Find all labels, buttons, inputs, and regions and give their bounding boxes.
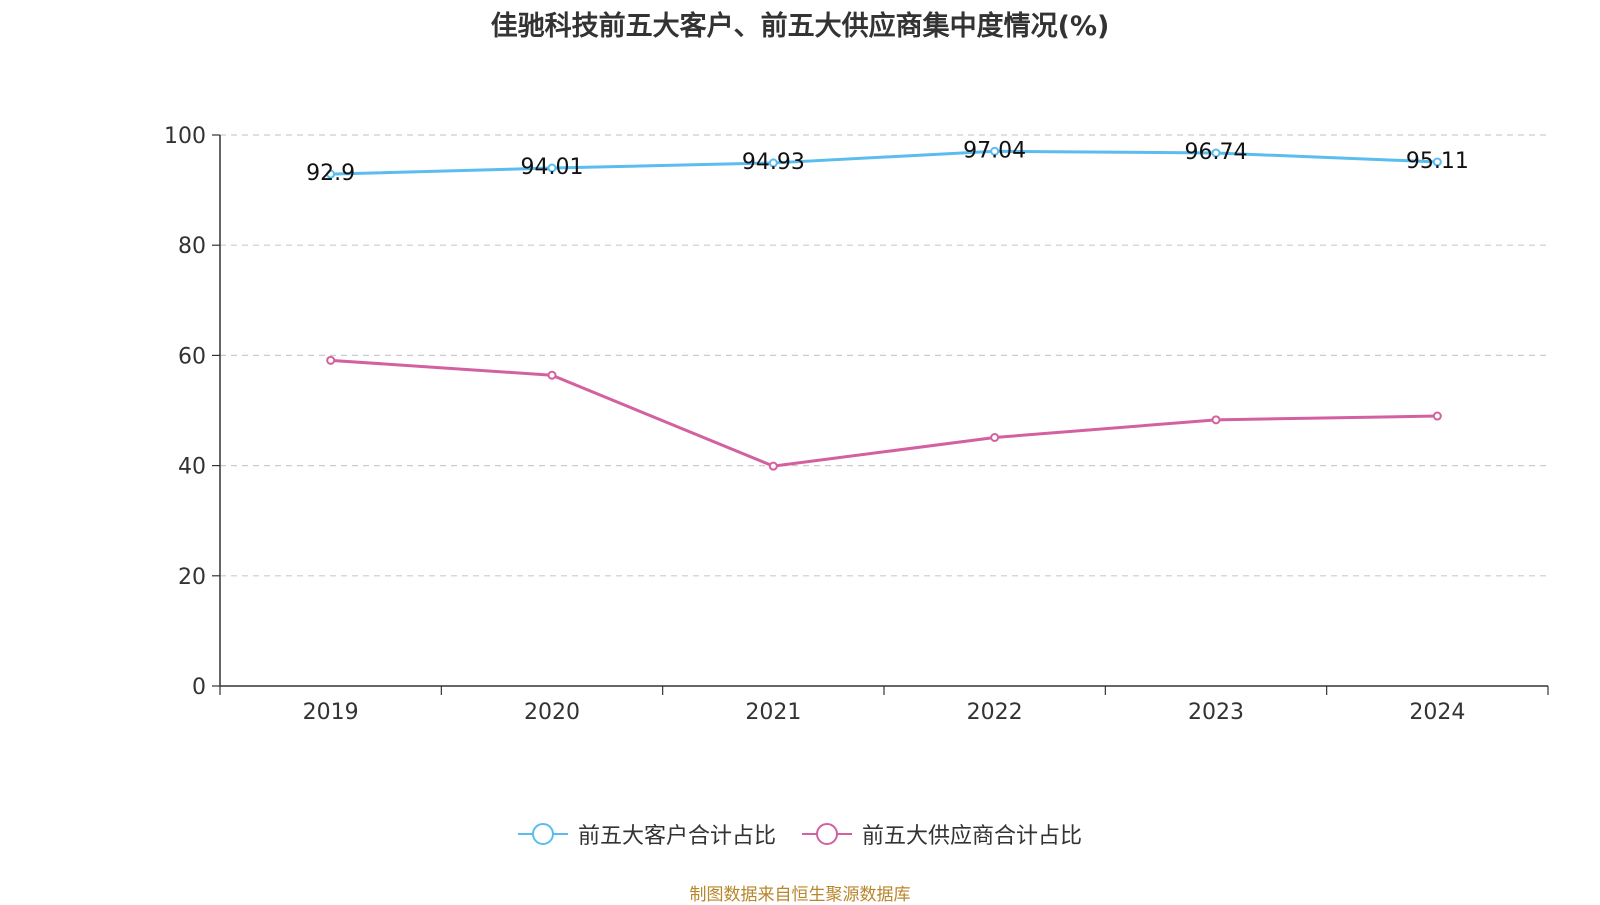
y-tick-label-80: 80 — [178, 234, 206, 259]
gridlines — [220, 134, 1548, 577]
x-tick-label-2022: 2022 — [967, 700, 1023, 725]
axes: 0 20 40 60 80 100 2019 2020 2021 2022 2023 2024 — [164, 124, 1549, 725]
data-label-0-2023: 96.74 — [1185, 140, 1248, 165]
data-label-0-2019: 92.9 — [306, 161, 355, 186]
point-0-2022 — [990, 146, 1000, 156]
source-note: 制图数据来自恒生聚源数据库 — [689, 885, 911, 905]
data-label-0-2024: 95.11 — [1406, 149, 1469, 174]
point-0-2020 — [547, 163, 557, 173]
legend-item-customers[interactable]: 前五大客户合计占比 — [517, 818, 776, 850]
x-tick-label-2023: 2023 — [1188, 700, 1244, 725]
y-tick-label-0: 0 — [192, 675, 206, 700]
y-tick-label-20: 20 — [178, 565, 206, 590]
x-tick-label-2021: 2021 — [745, 700, 801, 725]
point-1-2024 — [1432, 411, 1442, 421]
point-1-2021 — [768, 461, 778, 471]
data-label-0-2022: 97.04 — [963, 138, 1026, 163]
series-line-0 — [330, 149, 1438, 176]
point-0-2023 — [1211, 148, 1221, 158]
legend-symbol-suppliers — [802, 823, 852, 845]
point-0-2019 — [326, 169, 336, 179]
legend-symbol-customers — [517, 823, 568, 845]
x-tick-label-2020: 2020 — [524, 700, 580, 725]
point-1-2023 — [1211, 415, 1221, 425]
y-tick-label-60: 60 — [178, 344, 206, 369]
point-1-2020 — [547, 370, 557, 380]
point-0-2024 — [1432, 157, 1442, 167]
line-chart: 0 20 40 60 80 100 2019 2020 2021 2022 2023 2024 92.… — [164, 124, 1549, 725]
x-tick-label-2019: 2019 — [303, 700, 359, 725]
series-line-1 — [330, 358, 1438, 468]
y-tick-label-40: 40 — [178, 455, 206, 480]
legend-item-suppliers[interactable]: 前五大供应商合计占比 — [802, 818, 1082, 850]
legend: 前五大客户合计占比 前五大供应商合计占比 — [0, 818, 1600, 850]
y-tick-label-100: 100 — [164, 124, 206, 149]
point-1-2022 — [990, 432, 1000, 442]
x-tick-label-2024: 2024 — [1409, 700, 1465, 725]
point-0-2021 — [768, 158, 778, 168]
series — [326, 146, 1442, 471]
data-label-0-2020: 94.01 — [521, 155, 584, 180]
data-label-0-2021: 94.93 — [742, 150, 805, 175]
point-1-2019 — [326, 355, 336, 365]
data-labels: 92.9 94.01 94.93 97.04 96.74 95.11 — [306, 138, 1469, 186]
legend-label-suppliers: 前五大供应商合计占比 — [862, 824, 1083, 849]
legend-label-customers: 前五大客户合计占比 — [577, 824, 776, 849]
chart-title: 佳驰科技前五大客户、前五大供应商集中度情况(%) — [490, 11, 1110, 42]
